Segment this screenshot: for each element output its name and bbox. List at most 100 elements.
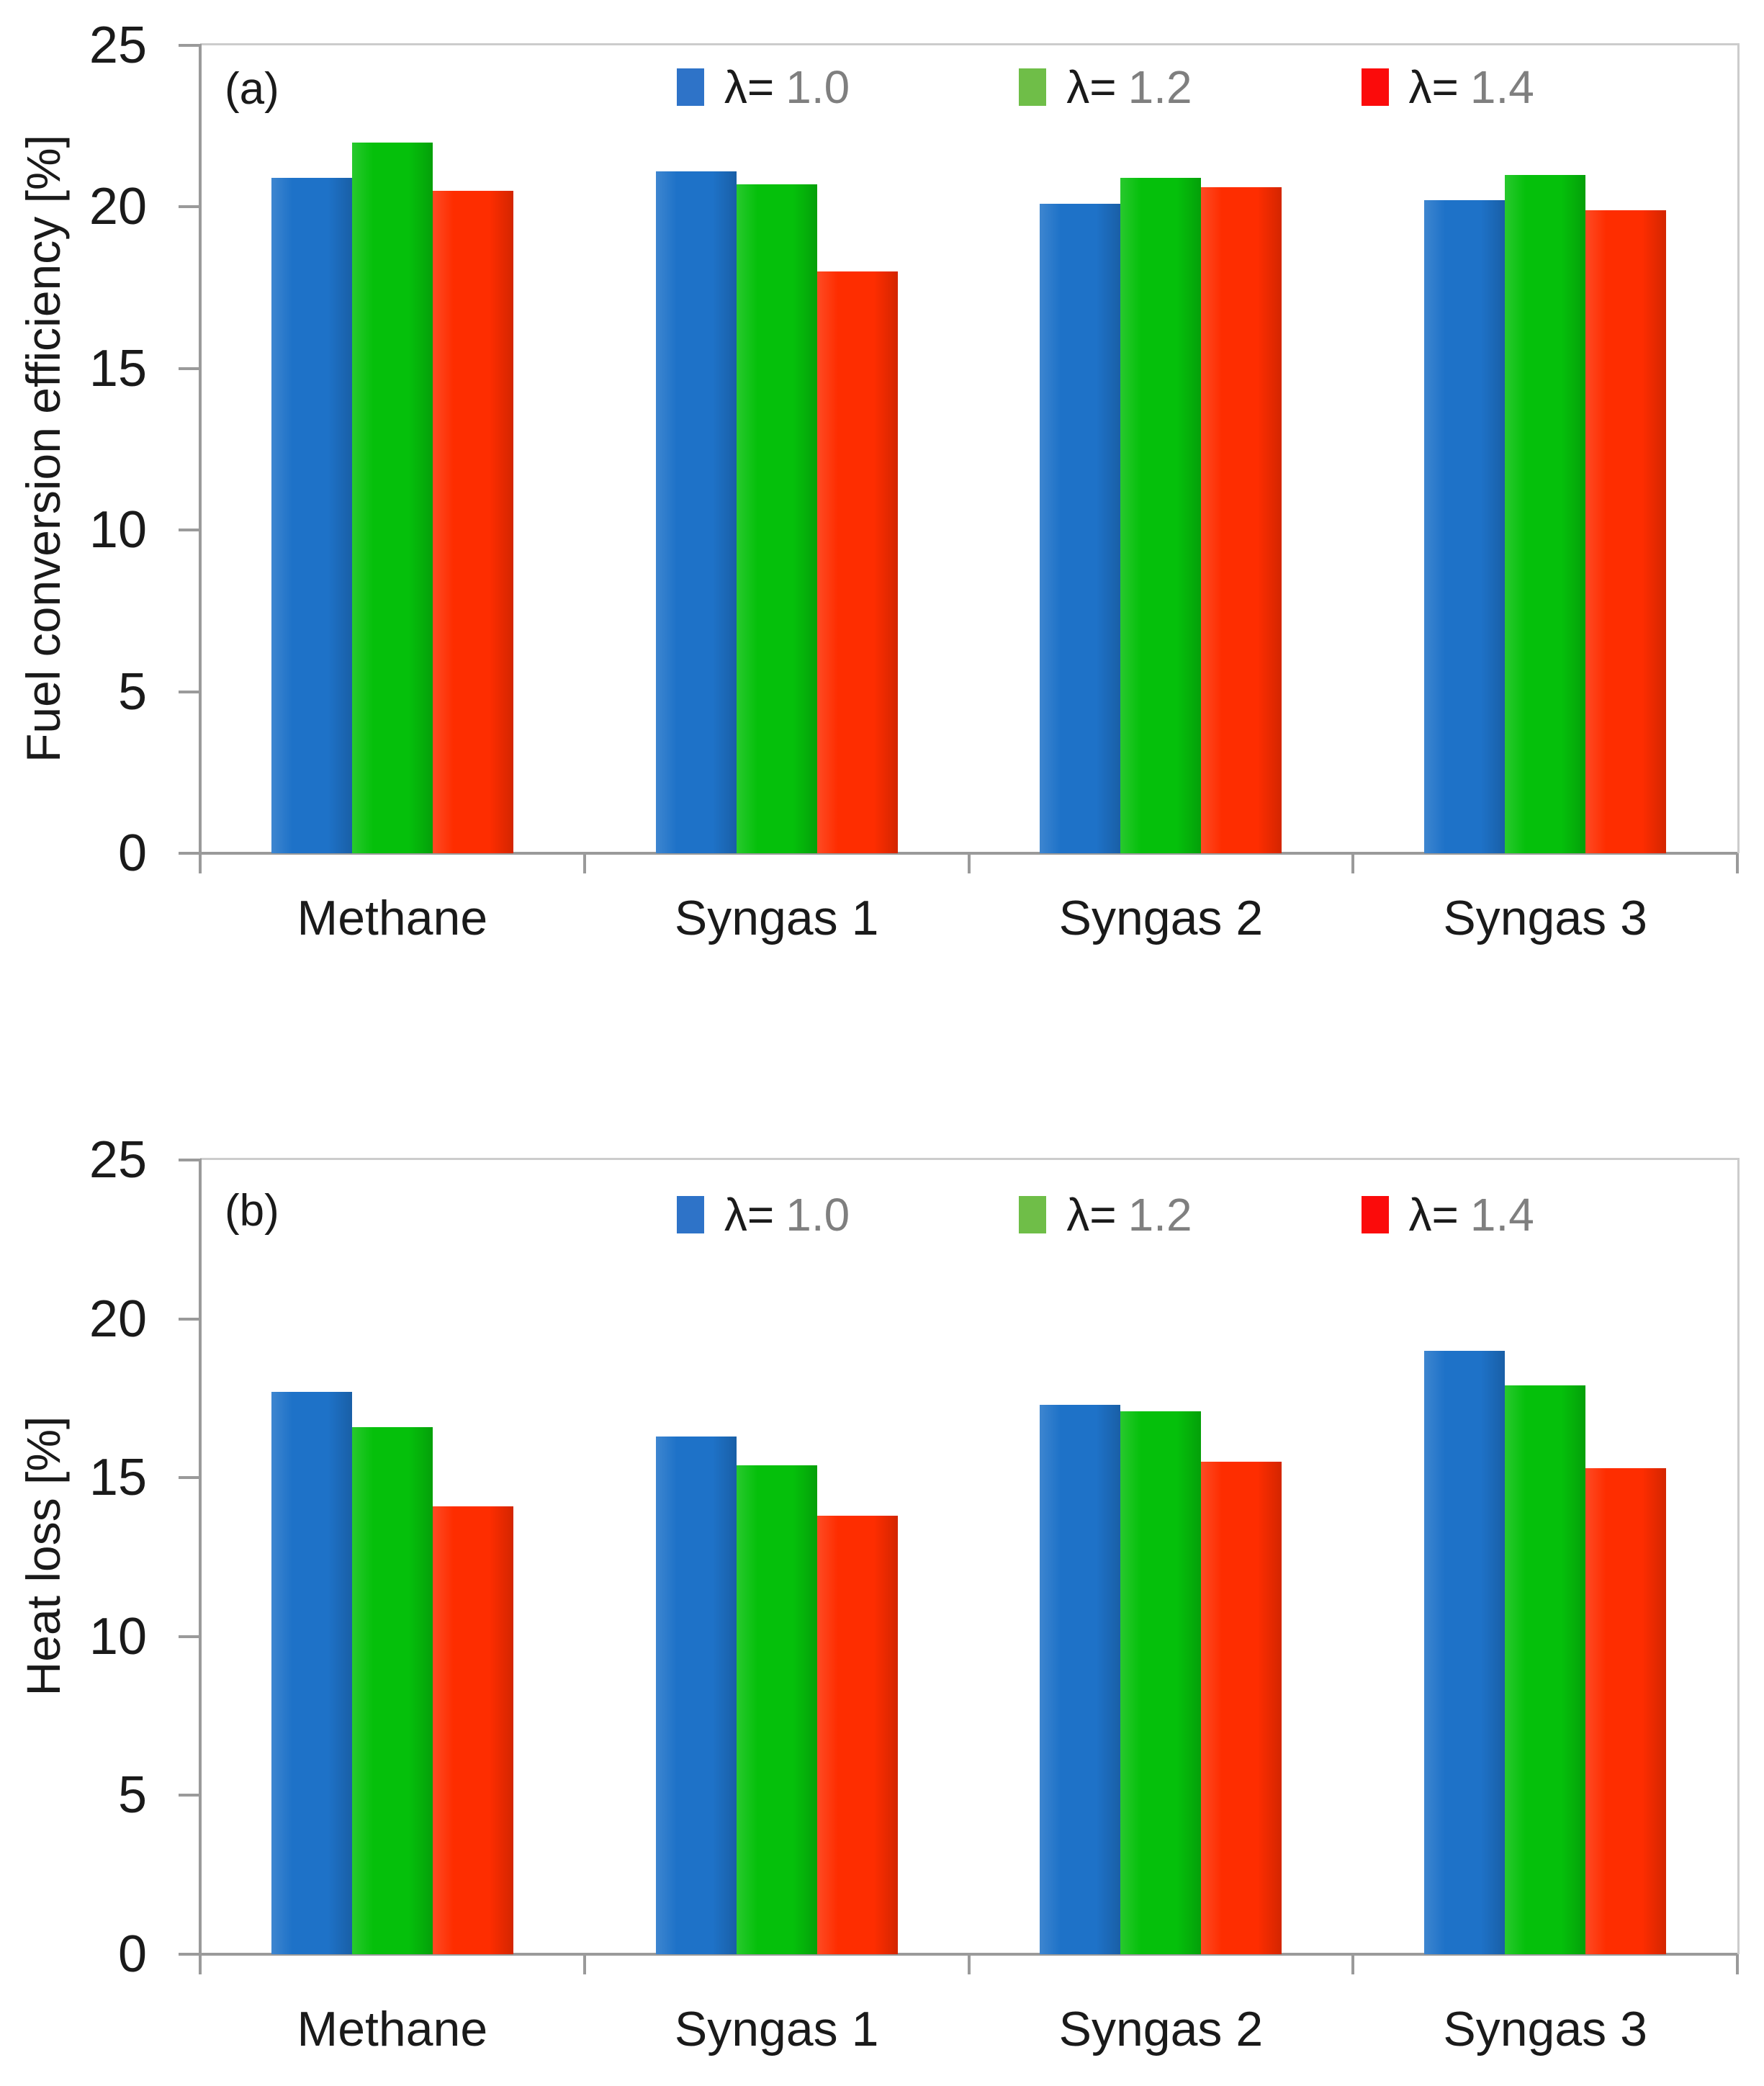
y-tick (179, 205, 200, 209)
bar-group (1424, 1160, 1667, 1954)
legend-item: λ= 1.4 (1361, 61, 1534, 113)
bar-λ=1.4 (1585, 210, 1667, 853)
bar-λ=1.0 (1040, 203, 1121, 853)
panel-a: Fuel conversion efficiency [%] (a) λ= 1.0… (0, 0, 1764, 1022)
y-tick-label: 0 (117, 824, 147, 882)
legend-label-value: 1.0 (786, 61, 850, 113)
bar-λ=1.4 (1585, 1467, 1667, 1954)
x-tick (967, 853, 971, 873)
panel-label: (b) (225, 1186, 279, 1236)
category-label: Syngas 3 (1443, 891, 1647, 945)
x-tick (582, 853, 586, 873)
bar-λ=1.4 (1201, 187, 1282, 853)
y-tick (179, 44, 200, 47)
x-tick (199, 853, 202, 873)
y-tick-label: 20 (89, 178, 147, 236)
panel-b: Heat loss [%] (b) λ= 1.0 λ= 1.2 λ= 1.4 0 5 10 15… (0, 1109, 1764, 2086)
y-tick (179, 690, 200, 693)
x-axis-line (179, 852, 1737, 855)
category-label: Syngas 1 (674, 2002, 879, 2056)
bar-λ=1.0 (655, 1436, 737, 1954)
bar-group (655, 45, 898, 853)
y-tick-label: 25 (89, 17, 147, 74)
bar-λ=1.2 (1505, 174, 1586, 853)
legend-item: λ= 1.2 (1019, 64, 1192, 110)
bar-group (1040, 45, 1282, 853)
legend-label-value: 1.2 (1128, 61, 1192, 113)
panel-label: (a) (225, 64, 279, 114)
y-tick (179, 1794, 200, 1797)
legend-label-prefix: λ= (1408, 1189, 1459, 1241)
bar-λ=1.4 (816, 271, 898, 853)
y-tick (179, 852, 200, 855)
y-axis-line (199, 44, 202, 873)
y-tick (179, 1635, 200, 1638)
bar-λ=1.0 (271, 178, 352, 853)
bar-λ=1.4 (1201, 1462, 1282, 1954)
category-label: Methane (297, 891, 488, 945)
y-tick-label: 15 (89, 339, 147, 397)
legend-marker-icon (1361, 68, 1389, 106)
legend-item: λ= 1.0 (676, 1189, 850, 1241)
y-axis-title: Fuel conversion efficiency [%] (17, 135, 70, 763)
x-tick (582, 1954, 586, 1974)
legend-marker-icon (1361, 1196, 1389, 1233)
category-cell (585, 45, 969, 853)
category-label: Syngas 2 (1058, 891, 1264, 945)
bar-λ=1.2 (1505, 1385, 1586, 1954)
bar-λ=1.0 (271, 1392, 352, 1954)
legend-label-value: 1.2 (1128, 1189, 1192, 1241)
y-tick-label: 20 (89, 1290, 147, 1348)
y-tick-label: 5 (117, 662, 147, 721)
legend-label-prefix: λ= (724, 1189, 775, 1241)
bar-λ=1.2 (736, 1465, 817, 1954)
y-tick (179, 529, 200, 532)
legend-marker-icon (1019, 68, 1047, 106)
y-tick-label: 10 (89, 501, 147, 559)
legend: λ= 1.0 λ= 1.2 λ= 1.4 (676, 61, 1534, 113)
category-label: Syngas 2 (1058, 2002, 1264, 2056)
bar-λ=1.4 (816, 1516, 898, 1954)
x-tick (967, 1954, 971, 1974)
y-tick (179, 1953, 200, 1956)
category-cell (969, 45, 1354, 853)
legend-item: λ= 1.4 (1361, 1189, 1534, 1241)
bar-λ=1.2 (1120, 178, 1202, 853)
legend-marker-icon (676, 68, 704, 106)
category-cell (200, 45, 585, 853)
legend-label-prefix: λ= (1408, 61, 1459, 113)
bar-group (1040, 1160, 1282, 1954)
legend-item: λ= 1.2 (1019, 1192, 1192, 1238)
category-cell (1353, 1160, 1737, 1954)
y-tick-label: 5 (117, 1766, 147, 1825)
legend-label-value: 1.0 (786, 1189, 850, 1241)
category-cell (200, 1160, 585, 1954)
bar-λ=1.0 (1424, 1350, 1506, 1954)
legend-label-value: 1.4 (1470, 61, 1534, 113)
bar-λ=1.0 (1424, 200, 1506, 853)
bar-group (271, 1160, 513, 1954)
bar-λ=1.4 (432, 190, 513, 853)
category-cell (969, 1160, 1354, 1954)
plot-area: (b) λ= 1.0 λ= 1.2 λ= 1.4 0 5 10 15 20 25 Methane Syn… (89, 1134, 1740, 2054)
y-axis-title: Heat loss [%] (17, 1416, 70, 1696)
y-tick-label: 25 (89, 1131, 147, 1189)
y-tick (179, 1159, 200, 1161)
bar-group (1424, 45, 1667, 853)
y-tick-label: 15 (89, 1449, 147, 1507)
y-tick (179, 1317, 200, 1321)
bar-group (271, 45, 513, 853)
category-cell (1353, 45, 1737, 853)
legend-item: λ= 1.0 (676, 61, 850, 113)
legend-label-prefix: λ= (724, 61, 775, 113)
legend-marker-icon (1019, 1196, 1047, 1233)
legend-label-prefix: λ= (1066, 61, 1117, 113)
bar-λ=1.4 (432, 1506, 513, 1954)
bar-λ=1.0 (1040, 1404, 1121, 1954)
y-tick (179, 367, 200, 370)
y-tick-label: 10 (89, 1607, 147, 1665)
x-tick (1736, 1954, 1739, 1974)
bar-λ=1.0 (655, 171, 737, 853)
bar-λ=1.2 (1120, 1411, 1202, 1954)
legend-marker-icon (676, 1196, 704, 1233)
